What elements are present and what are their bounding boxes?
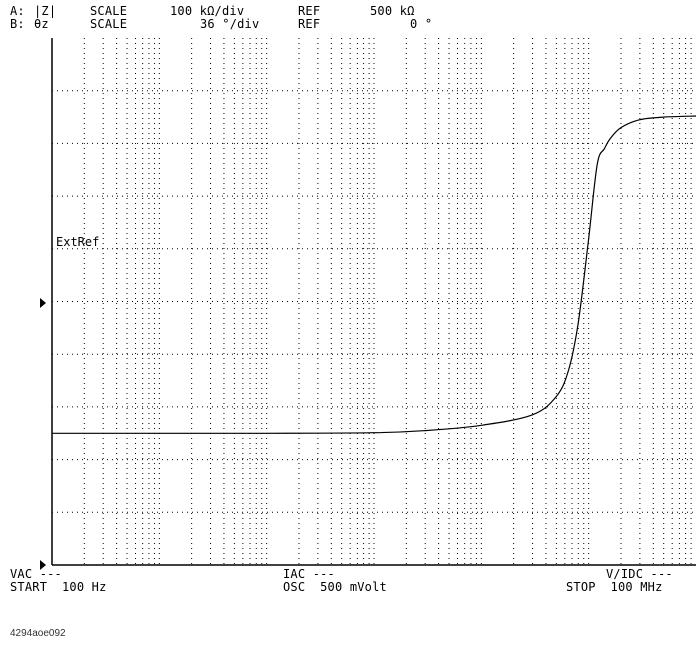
stop-frequency: STOP 100 MHz <box>566 580 663 594</box>
trace-a-scale-label: SCALE <box>90 4 128 18</box>
impedance-plot: ExtRef <box>40 38 696 570</box>
ext-ref-label: ExtRef <box>56 235 99 249</box>
trace-a-ref-label: REF <box>298 4 321 18</box>
trace-a-ref-value: 500 kΩ <box>370 4 415 18</box>
trace-b-ref-value: 0 ° <box>410 17 433 31</box>
analyzer-screen: A: |Z| SCALE 100 kΩ/div REF 500 kΩ B: θz… <box>10 4 696 594</box>
vac-label: VAC --- <box>10 567 62 581</box>
trace-b-scale-value: 36 °/div <box>200 17 260 31</box>
trace-a-line <box>52 115 696 434</box>
trace-b-parameter: θz <box>34 17 49 31</box>
trace-b-scale-label: SCALE <box>90 17 128 31</box>
trace-a-scale-value: 100 kΩ/div <box>170 4 245 18</box>
start-frequency: START 100 Hz <box>10 580 107 594</box>
ref-marker-a-icon <box>40 298 46 308</box>
trace-a-channel: A: <box>10 4 25 18</box>
trace-b-channel: B: <box>10 17 25 31</box>
osc-level: OSC 500 mVolt <box>283 580 387 594</box>
trace-b-ref-label: REF <box>298 17 321 31</box>
trace-a-parameter: |Z| <box>34 4 57 18</box>
plot-frame <box>51 38 696 566</box>
iac-label: IAC --- <box>283 567 335 581</box>
figure-caption: 4294aoe092 <box>10 628 66 639</box>
vidc-label: V/IDC --- <box>606 567 673 581</box>
ref-marker-b-icon <box>40 560 46 570</box>
plot-grid <box>52 38 696 565</box>
